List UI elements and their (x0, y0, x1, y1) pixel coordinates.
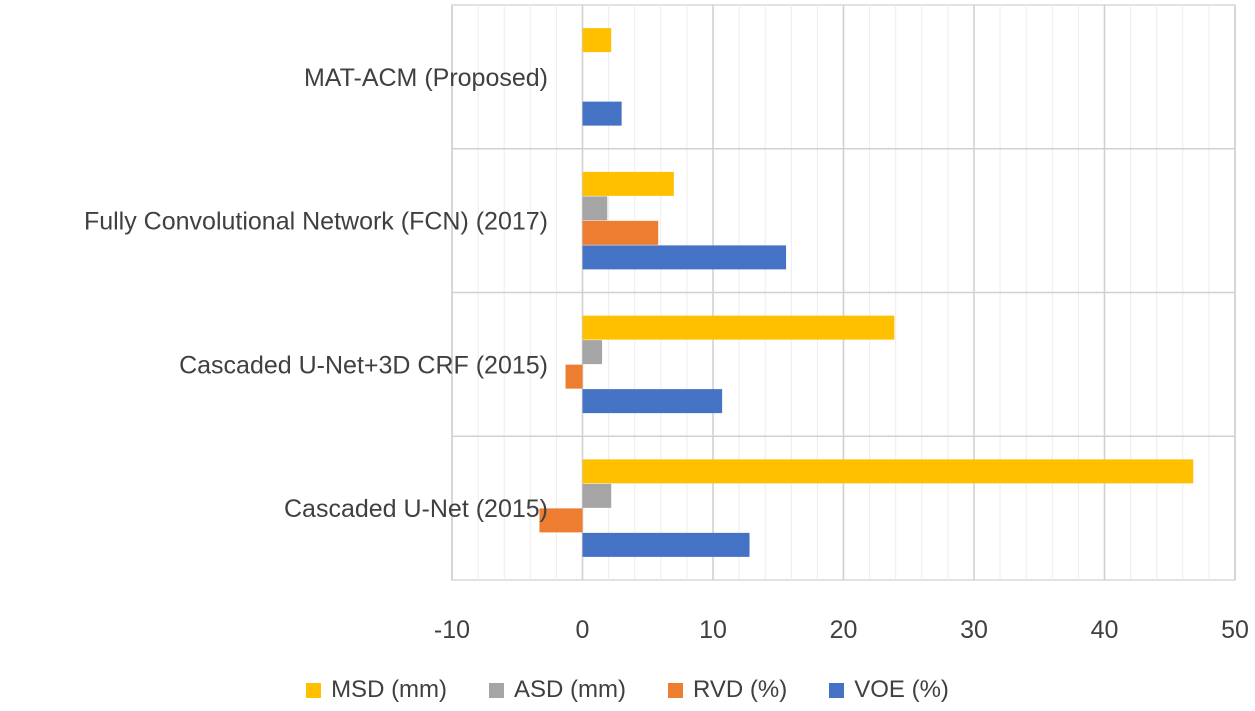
bar-asd-mm-cascaded-u-net-3d-crf-2015 (582, 340, 603, 365)
x-tick-label: 40 (1091, 616, 1119, 644)
legend-swatch (668, 682, 684, 698)
bar-rvd-fully-convolutional-network-fcn-2017 (582, 220, 659, 245)
bar-msd-mm-fully-convolutional-network-fcn-2017 (582, 171, 674, 196)
legend-label: MSD (mm) (331, 676, 448, 703)
legend-label: ASD (mm) (514, 676, 627, 703)
x-tick-label: -10 (434, 616, 470, 644)
x-tick-label: 10 (699, 616, 727, 644)
chart: MAT-ACM (Proposed) Fully Convolutional Ne… (84, 4, 1249, 644)
category-label: MAT-ACM (Proposed) (304, 64, 548, 92)
legend-swatch (829, 682, 845, 698)
bars (539, 28, 1194, 557)
x-tick-label: 30 (960, 616, 988, 644)
bar-msd-mm-cascaded-u-net-3d-crf-2015 (582, 315, 895, 340)
legend-item-asd-mm: ASD (mm) (489, 676, 626, 704)
bar-voe-cascaded-u-net-3d-crf-2015 (582, 389, 723, 414)
bar-asd-mm-cascaded-u-net-2015 (582, 483, 612, 508)
bar-msd-mm-mat-acm-proposed (582, 28, 612, 53)
legend-swatch (489, 682, 505, 698)
bar-msd-mm-cascaded-u-net-2015 (582, 459, 1194, 484)
legend-label: VOE (%) (854, 676, 949, 703)
legend-item-voe: VOE (%) (829, 676, 949, 704)
x-tick-label: 0 (576, 616, 590, 644)
legend-item-rvd: RVD (%) (668, 676, 787, 704)
legend-label: RVD (%) (693, 676, 788, 703)
bar-asd-mm-fully-convolutional-network-fcn-2017 (582, 196, 608, 221)
bar-voe-mat-acm-proposed (582, 101, 622, 126)
x-tick-label: 50 (1221, 616, 1249, 644)
legend: MSD (mm) ASD (mm) RVD (%) VOE (%) (0, 672, 1255, 708)
x-tick-label: 20 (830, 616, 858, 644)
category-label: Fully Convolutional Network (FCN) (2017) (84, 208, 548, 236)
category-label: Cascaded U-Net+3D CRF (2015) (179, 351, 548, 379)
x-axis-tick-labels: -10 0 10 20 30 40 50 (434, 616, 1249, 644)
bar-rvd-cascaded-u-net-3d-crf-2015 (565, 364, 583, 389)
legend-item-msd-mm: MSD (mm) (306, 676, 447, 704)
category-labels: MAT-ACM (Proposed) Fully Convolutional Ne… (84, 64, 548, 523)
legend-swatch (306, 682, 322, 698)
bar-voe-fully-convolutional-network-fcn-2017 (582, 245, 787, 270)
category-label: Cascaded U-Net (2015) (284, 495, 548, 523)
bar-rvd-cascaded-u-net-2015 (539, 508, 583, 533)
bar-voe-cascaded-u-net-2015 (582, 532, 750, 557)
